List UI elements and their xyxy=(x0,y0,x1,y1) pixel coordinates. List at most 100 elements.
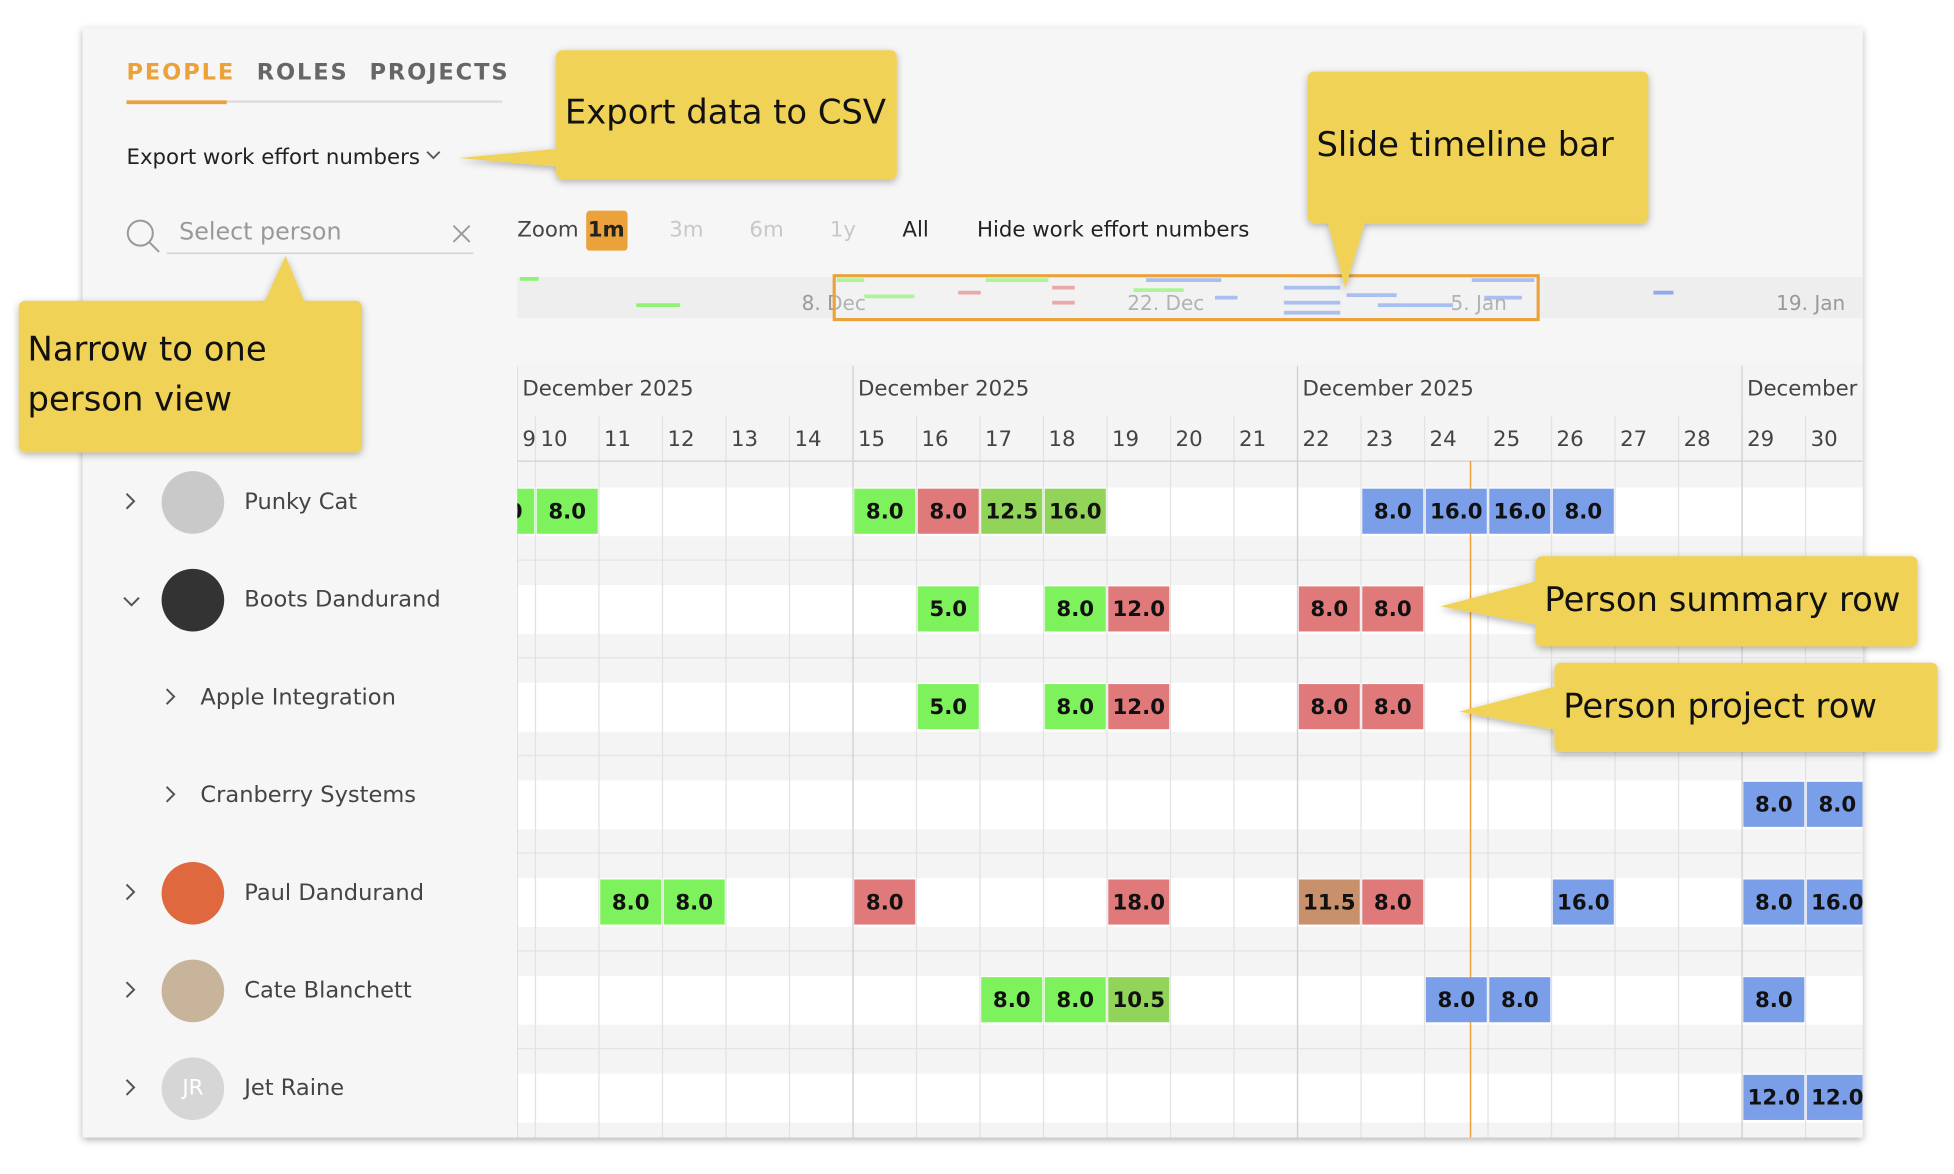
overview-segment xyxy=(1653,290,1674,295)
tab-active-underline xyxy=(126,100,227,105)
day-label: 10 xyxy=(540,427,567,452)
effort-value: 8.0 xyxy=(1564,499,1602,524)
effort-cell xyxy=(1362,586,1424,632)
callout-text: Narrow to one xyxy=(28,329,267,368)
effort-cell xyxy=(1044,977,1106,1023)
effort-value: 8.0 xyxy=(1310,597,1348,622)
zoom-option[interactable]: 1m xyxy=(588,218,625,243)
row-name[interactable]: Punky Cat xyxy=(244,489,357,515)
overview-segment xyxy=(836,278,865,283)
effort-value: 5.0 xyxy=(929,597,967,622)
overview-date: 19. Jan xyxy=(1776,291,1845,315)
expand-chevron[interactable] xyxy=(125,981,136,998)
effort-cell xyxy=(1108,684,1170,730)
effort-cell xyxy=(1044,684,1106,730)
effort-value: 8.0 xyxy=(1056,597,1094,622)
expand-chevron[interactable] xyxy=(123,596,140,607)
effort-cell xyxy=(1362,879,1424,925)
effort-cell xyxy=(1806,879,1863,925)
month-label: December 2025 xyxy=(522,377,693,402)
effort-value: 8.0 xyxy=(1374,890,1412,915)
effort-value: 8.0 xyxy=(1755,988,1793,1013)
expand-chevron[interactable] xyxy=(125,492,136,510)
expand-chevron[interactable] xyxy=(125,1079,136,1096)
expand-chevron[interactable] xyxy=(125,883,136,901)
effort-value: 8.0 xyxy=(612,890,650,915)
row-name[interactable]: Paul Dandurand xyxy=(244,880,424,906)
overview-segment xyxy=(1484,295,1522,300)
callout-pointer xyxy=(1459,684,1565,732)
row-name[interactable]: Cate Blanchett xyxy=(244,977,412,1003)
effort-cell xyxy=(1044,488,1106,534)
overview-segment xyxy=(985,278,1049,283)
overview-segment xyxy=(1283,285,1341,290)
effort-value: 16.0 xyxy=(1049,499,1102,524)
search-icon xyxy=(126,219,154,247)
row-name[interactable]: Apple Integration xyxy=(200,684,395,710)
callout xyxy=(458,50,897,180)
callout-pointer xyxy=(458,135,702,170)
row-name[interactable]: Cranberry Systems xyxy=(200,782,416,808)
overview-segment xyxy=(1214,295,1238,300)
timeline-window[interactable] xyxy=(832,274,1540,322)
avatar xyxy=(161,471,225,534)
expand-chevron[interactable] xyxy=(165,688,176,705)
export-menu[interactable]: Export work effort numbers xyxy=(127,145,420,170)
avatar xyxy=(161,1057,225,1120)
effort-cell xyxy=(1552,488,1614,534)
overview-segment xyxy=(1133,288,1184,293)
effort-cell xyxy=(1552,879,1614,925)
tab[interactable]: PROJECTS xyxy=(370,59,510,85)
callout-text: Person project row xyxy=(1563,686,1877,725)
effort-cell xyxy=(917,586,979,632)
toggle-numbers[interactable]: Hide work effort numbers xyxy=(977,218,1249,243)
callout xyxy=(1459,662,1938,752)
row-name[interactable]: Jet Raine xyxy=(242,1075,344,1101)
day-label: 19 xyxy=(1112,427,1139,452)
tab[interactable]: PEOPLE xyxy=(127,59,236,85)
overview-segment xyxy=(1402,303,1453,308)
clear-icon[interactable] xyxy=(452,224,471,243)
effort-cell xyxy=(536,488,598,534)
effort-value: 8.0 xyxy=(866,890,904,915)
effort-cell xyxy=(1743,977,1805,1023)
effort-cell xyxy=(981,488,1043,534)
effort-value: 8.0 xyxy=(1818,793,1856,818)
row-name[interactable]: Boots Dandurand xyxy=(244,587,440,613)
callout xyxy=(18,255,362,453)
avatar xyxy=(161,568,225,632)
effort-value: 8.0 xyxy=(1374,499,1412,524)
effort-value: 8.0 xyxy=(1056,695,1094,720)
effort-cell xyxy=(1743,781,1805,827)
effort-cell xyxy=(1806,781,1863,827)
zoom-option: 3m xyxy=(669,218,703,243)
effort-cell xyxy=(1298,684,1360,730)
overview-date: 5. Jan xyxy=(1450,291,1506,315)
zoom-option[interactable]: All xyxy=(902,218,928,243)
effort-cell xyxy=(854,879,916,925)
effort-cell xyxy=(1489,977,1551,1023)
expand-chevron[interactable] xyxy=(165,786,176,803)
effort-value: 8.0 xyxy=(993,988,1031,1013)
effort-value: 8.0 xyxy=(1501,988,1539,1013)
effort-cell xyxy=(1425,977,1487,1023)
overview-date: 22. Dec xyxy=(1127,291,1204,315)
effort-value: 12.5 xyxy=(986,499,1039,524)
effort-value: 8.0 xyxy=(1755,890,1793,915)
overview-segment xyxy=(636,303,681,308)
effort-cell xyxy=(1806,1074,1863,1120)
month-label: December 2025 xyxy=(1303,377,1474,402)
day-label: 30 xyxy=(1811,427,1838,452)
effort-value: 16.0 xyxy=(1811,890,1864,915)
day-label: 15 xyxy=(858,427,885,452)
overview-segment xyxy=(1346,293,1397,298)
tab[interactable]: ROLES xyxy=(257,59,349,85)
search-input[interactable]: Select person xyxy=(179,218,341,246)
effort-value: 11.5 xyxy=(1303,890,1356,915)
effort-cell xyxy=(917,488,979,534)
day-label: 28 xyxy=(1684,427,1711,452)
callout-pointer xyxy=(1440,578,1546,627)
effort-value: 16.0 xyxy=(1494,499,1547,524)
overview-segment xyxy=(958,290,981,295)
callout-text: Slide timeline bar xyxy=(1316,125,1613,164)
